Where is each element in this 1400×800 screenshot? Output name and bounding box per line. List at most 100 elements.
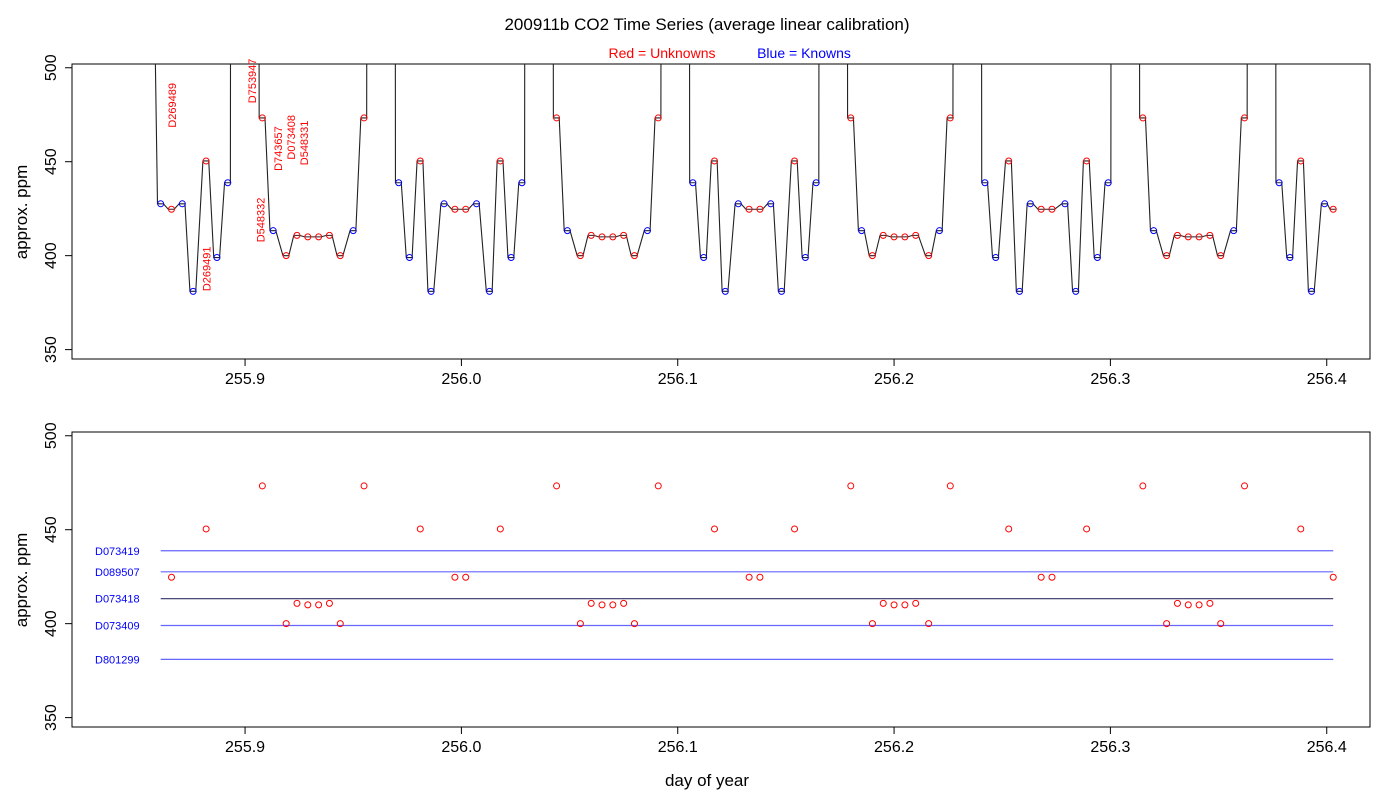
unknown-point — [1195, 233, 1203, 241]
sample-id-label: D269491 — [201, 246, 213, 291]
unknown-point — [336, 252, 344, 260]
unknown-point — [576, 252, 584, 260]
known-point — [689, 179, 697, 187]
unknown-point — [1139, 482, 1147, 490]
unknown-point — [451, 573, 459, 581]
legend-knowns: Blue = Knowns — [757, 45, 851, 61]
known-point — [349, 227, 357, 235]
unknown-point — [654, 114, 662, 122]
known-point — [1286, 254, 1294, 262]
unknown-point — [315, 233, 323, 241]
unknown-point — [416, 525, 424, 533]
known-point — [440, 200, 448, 208]
unknown-point — [168, 205, 176, 213]
known-point — [1026, 200, 1034, 208]
unknown-point — [304, 233, 312, 241]
unknown-point — [416, 157, 424, 165]
unknown-point — [1297, 157, 1305, 165]
y-tick-label: 400 — [43, 610, 60, 637]
unknown-point — [1195, 601, 1203, 609]
unknown-point — [745, 573, 753, 581]
y-tick-label: 500 — [43, 54, 60, 81]
x-tick-label: 256.4 — [1307, 371, 1347, 388]
known-point — [643, 227, 651, 235]
x-tick-label: 255.9 — [225, 371, 265, 388]
unknown-point — [620, 599, 628, 607]
known-point — [405, 254, 413, 262]
top-plot-frame — [71, 63, 1371, 360]
unknown-point — [587, 231, 595, 239]
unknown-point — [1037, 205, 1045, 213]
known-point — [1016, 287, 1024, 295]
y-tick-label: 450 — [43, 148, 60, 175]
bottom-y-axis-label: approx. ppm — [12, 533, 31, 628]
unknown-point — [1241, 114, 1249, 122]
unknown-point — [258, 114, 266, 122]
sample-id-label: D269489 — [167, 83, 179, 128]
y-tick-label: 450 — [43, 516, 60, 543]
unknown-point — [630, 252, 638, 260]
y-tick-label: 350 — [43, 336, 60, 363]
unknown-point — [946, 482, 954, 490]
unknown-point — [868, 252, 876, 260]
known-point — [767, 200, 775, 208]
reference-line-label: D089507 — [95, 567, 140, 579]
unknown-point — [879, 231, 887, 239]
known-point — [700, 254, 708, 262]
unknown-point — [282, 620, 290, 628]
unknown-point — [1048, 573, 1056, 581]
unknown-point — [1329, 205, 1337, 213]
unknown-point — [496, 157, 504, 165]
unknown-point — [258, 482, 266, 490]
x-tick-label: 256.4 — [1307, 739, 1347, 756]
known-point — [1150, 227, 1158, 235]
top-points — [157, 114, 1337, 295]
unknown-point — [1206, 599, 1214, 607]
reference-lines: D073419 D089507 D073418 D073409 D801299 — [95, 546, 1334, 666]
known-point — [269, 227, 277, 235]
unknown-point — [360, 114, 368, 122]
known-point — [1275, 179, 1283, 187]
unknown-point — [315, 601, 323, 609]
y-tick-label: 400 — [43, 242, 60, 269]
unknown-point — [745, 205, 753, 213]
sample-id-label: D548332 — [256, 198, 268, 243]
unknown-point — [462, 573, 470, 581]
unknown-point — [462, 205, 470, 213]
x-axis-label: day of year — [665, 771, 749, 790]
unknown-point — [925, 620, 933, 628]
x-tick-label: 256.2 — [874, 371, 914, 388]
unknown-point — [620, 231, 628, 239]
unknown-point — [360, 482, 368, 490]
known-point — [858, 227, 866, 235]
unknown-point — [1173, 599, 1181, 607]
known-point — [189, 287, 197, 295]
unknown-point — [325, 231, 333, 239]
unknown-point — [879, 599, 887, 607]
known-point — [427, 287, 435, 295]
unknown-point — [1005, 525, 1013, 533]
top-axis-ticks: 255.9 256.0 256.1 256.2 256.3 256.4 350 400 450 5… — [43, 54, 1347, 388]
known-point — [518, 179, 526, 187]
bottom-panel: 255.9 256.0 256.1 256.2 256.3 256.4 350 400 450 5… — [12, 422, 1371, 790]
unknown-point — [1083, 157, 1091, 165]
unknown-point — [168, 573, 176, 581]
unknown-point — [756, 205, 764, 213]
unknown-point — [630, 620, 638, 628]
x-tick-label: 256.1 — [658, 739, 698, 756]
unknown-point — [791, 157, 799, 165]
trace-line — [154, 64, 1336, 292]
known-point — [1072, 287, 1080, 295]
unknown-point — [293, 599, 301, 607]
unknown-point — [1163, 620, 1171, 628]
reference-line-label: D801299 — [95, 654, 140, 666]
unknown-point — [711, 157, 719, 165]
unknown-point — [609, 601, 617, 609]
known-point — [507, 254, 515, 262]
unknown-point — [1005, 157, 1013, 165]
legend-unknowns: Red = Unknowns — [608, 45, 715, 61]
known-point — [935, 227, 943, 235]
known-point — [213, 254, 221, 262]
unknown-point — [282, 252, 290, 260]
